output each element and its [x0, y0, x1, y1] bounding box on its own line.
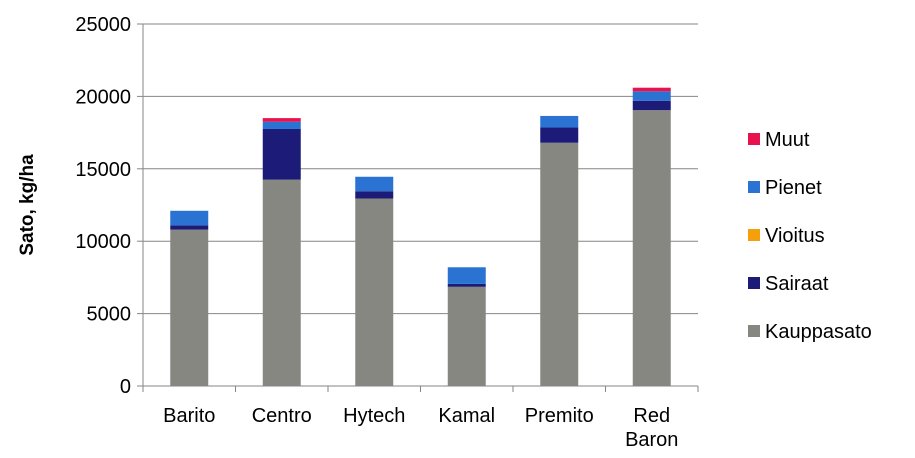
y-tick-label: 5000 — [87, 304, 132, 326]
x-tick-label: Kamal — [438, 405, 495, 427]
legend-swatch-vioitus — [748, 229, 760, 241]
legend-label: Pienet — [765, 177, 822, 199]
legend-swatch-sairaat — [748, 277, 760, 289]
bar-segment-sairaat — [540, 128, 578, 143]
bar-segment-muut — [263, 118, 301, 122]
x-tick-labels: Barito Centro Hytech Kamal Premito Red Baron — [163, 405, 678, 451]
x-tick-label: Barito — [163, 405, 215, 427]
gridlines — [137, 24, 698, 392]
x-tick-label: Red Baron — [625, 405, 678, 451]
bars — [170, 88, 671, 386]
y-tick-labels: 0 5000 10000 15000 20000 25000 — [75, 14, 131, 398]
x-tick-label: Premito — [525, 405, 594, 427]
bar-segment-kauppasato — [540, 143, 578, 386]
bar-segment-pienet — [355, 177, 393, 191]
legend-label: Muut — [765, 129, 810, 151]
bar-segment-pienet — [448, 267, 486, 284]
y-tick-label: 0 — [120, 376, 131, 398]
y-axis-title: Sato, kg/ha — [17, 154, 38, 256]
x-tick-label: Hytech — [343, 405, 405, 427]
bar-segment-sairaat — [170, 225, 208, 229]
y-tick-label: 20000 — [75, 86, 131, 108]
legend-swatch-pienet — [748, 181, 760, 193]
bar-segment-kauppasato — [263, 180, 301, 386]
bar-segment-pienet — [263, 122, 301, 129]
bar-segment-sairaat — [448, 284, 486, 287]
legend-label: Vioitus — [765, 225, 825, 247]
legend-label: Sairaat — [765, 273, 829, 295]
bar-segment-sairaat — [355, 191, 393, 198]
bar-segment-sairaat — [633, 101, 671, 110]
legend-label: Kauppasato — [765, 321, 872, 343]
axes — [143, 24, 698, 386]
bar-segment-kauppasato — [355, 198, 393, 386]
bar-segment-kauppasato — [448, 287, 486, 386]
bar-segment-pienet — [540, 116, 578, 128]
legend-swatch-kauppasato — [748, 325, 760, 337]
bar-segment-pienet — [633, 91, 671, 100]
bar-segment-kauppasato — [170, 230, 208, 386]
bar-segment-sairaat — [263, 129, 301, 180]
legend-swatch-muut — [748, 133, 760, 145]
y-tick-label: 10000 — [75, 231, 131, 253]
legend: Muut Pienet Vioitus Sairaat Kauppasato — [748, 129, 872, 343]
y-tick-label: 15000 — [75, 159, 131, 181]
bar-segment-kauppasato — [633, 110, 671, 386]
x-tick-label: Centro — [252, 405, 312, 427]
y-tick-label: 25000 — [75, 14, 131, 36]
bar-segment-muut — [633, 88, 671, 92]
bar-segment-pienet — [170, 211, 208, 225]
